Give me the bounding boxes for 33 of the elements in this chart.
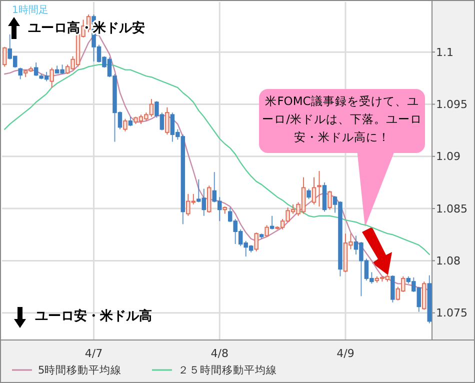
candlestick — [123, 118, 128, 132]
candlestick — [34, 62, 38, 77]
y-tick-label: 1.09 — [436, 150, 460, 164]
y-tick-label: 1.1 — [436, 46, 454, 59]
candlestick — [390, 274, 395, 303]
candlestick — [264, 224, 269, 238]
candlestick — [50, 67, 54, 88]
line-series — [4, 64, 430, 256]
candlestick — [322, 182, 327, 212]
y-tick-label: 1.095 — [436, 98, 468, 112]
candlestick — [270, 215, 274, 230]
x-tick-label: 4/7 — [84, 347, 103, 360]
y-tick-label: 1.08 — [436, 254, 460, 268]
candlestick — [306, 188, 311, 200]
legend-label: ２５時間移動平均線 — [178, 364, 277, 377]
candlestick — [2, 46, 7, 68]
candlestick — [165, 106, 170, 135]
x-tick-label: 4/9 — [336, 347, 354, 360]
candlestick — [254, 232, 258, 252]
candlestick — [207, 185, 212, 214]
annotation: 米FOMC議事録を受けて、ユーロ/米ドルは、下落。ユーロ安・米ドル高に！ — [262, 93, 422, 146]
y-tick-label: 1.075 — [436, 306, 468, 320]
x-tick-label: 4/8 — [210, 347, 228, 360]
y-tick-label: 1.085 — [436, 202, 468, 216]
speech-bubble: 米FOMC議事録を受けて、ユーロ/米ドルは、下落。ユーロ安・米ドル高に！ — [259, 89, 425, 227]
candlestick — [328, 190, 332, 210]
candlestick — [18, 67, 22, 80]
annotation: 1時間足 — [12, 4, 48, 16]
candlestick — [317, 170, 322, 207]
annotation: ユーロ安・米ドル高 — [35, 308, 152, 324]
legend-label: 5時間移動平均線 — [38, 364, 122, 377]
candlestick — [312, 176, 316, 205]
candlestick — [128, 116, 133, 127]
